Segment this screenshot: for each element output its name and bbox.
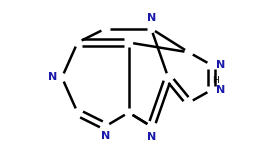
Text: N: N [101,131,110,141]
Text: H: H [212,76,219,85]
Text: N: N [146,13,156,23]
Text: N: N [48,73,57,82]
Text: N: N [216,60,225,70]
Text: N: N [216,85,225,95]
Text: N: N [146,132,156,142]
